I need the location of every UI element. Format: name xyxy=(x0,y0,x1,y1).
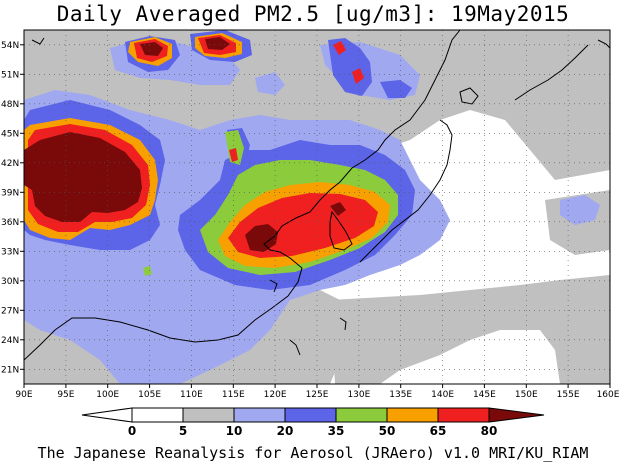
lon-label: 155E xyxy=(557,390,580,400)
level-80-plus-region xyxy=(24,37,346,252)
lat-label: 24N xyxy=(1,336,19,346)
colorbar-tick: 10 xyxy=(226,424,243,438)
lat-label: 36N xyxy=(1,218,19,228)
lat-label: 21N xyxy=(1,366,19,376)
colorbar-segment-0-5 xyxy=(131,407,184,423)
colorbar-tick: 80 xyxy=(481,424,498,438)
lat-label: 42N xyxy=(1,159,19,169)
lon-label: 140E xyxy=(431,390,454,400)
colorbar-tick: 50 xyxy=(379,424,396,438)
lat-label: 45N xyxy=(1,130,19,140)
lon-label: 145E xyxy=(473,390,496,400)
colorbar-labels: 0 5 10 20 35 50 65 80 xyxy=(128,424,498,438)
colorbar-segment-5-10b xyxy=(182,407,235,423)
colorbar-segment-35-50 xyxy=(335,407,388,423)
lon-label: 100E xyxy=(96,390,119,400)
lat-label: 33N xyxy=(1,248,19,258)
lon-label: 120E xyxy=(264,390,287,400)
colorbar-max-arrow xyxy=(488,407,545,423)
colorbar-segment-10-20 xyxy=(233,407,286,423)
lat-label: 54N xyxy=(1,41,19,51)
lat-label: 51N xyxy=(1,71,19,81)
lat-label: 27N xyxy=(1,307,19,317)
lon-label: 160E xyxy=(597,390,620,400)
graticule xyxy=(24,30,610,384)
colorbar-tick: 5 xyxy=(179,424,187,438)
lon-label: 135E xyxy=(389,390,412,400)
colorbar-segment-65-80 xyxy=(437,407,490,423)
colorbar-tick: 65 xyxy=(430,424,447,438)
axis-ticks xyxy=(20,44,611,388)
lat-label: 30N xyxy=(1,277,19,287)
lat-label: 39N xyxy=(1,189,19,199)
lon-label: 150E xyxy=(515,390,538,400)
lon-label: 125E xyxy=(306,390,329,400)
colorbar-segment-50-65 xyxy=(386,407,439,423)
lon-label: 105E xyxy=(138,390,161,400)
colorbar-tick: 35 xyxy=(328,424,345,438)
colorbar xyxy=(81,407,545,423)
colorbar-min-arrow xyxy=(81,407,133,423)
lon-label: 115E xyxy=(222,390,245,400)
coastlines xyxy=(24,30,610,361)
longitude-labels: 90E 95E 100E 105E 110E 115E 120E 125E 13… xyxy=(15,390,619,400)
map-title: Daily Averaged PM2.5 [ug/m3]: 19May2015 xyxy=(56,2,570,26)
lon-label: 90E xyxy=(15,390,32,400)
lon-label: 95E xyxy=(57,390,74,400)
lat-label: 48N xyxy=(1,100,19,110)
lon-label: 110E xyxy=(180,390,203,400)
footer-credit: The Japanese Reanalysis for Aerosol (JRA… xyxy=(37,444,589,462)
latitude-labels: 21N 24N 27N 30N 33N 36N 39N 42N 45N 48N … xyxy=(1,41,19,376)
colorbar-tick: 0 xyxy=(128,424,136,438)
lon-label: 130E xyxy=(347,390,370,400)
concentration-field xyxy=(24,30,610,384)
colorbar-tick: 20 xyxy=(277,424,294,438)
colorbar-segment-20-35 xyxy=(284,407,337,423)
